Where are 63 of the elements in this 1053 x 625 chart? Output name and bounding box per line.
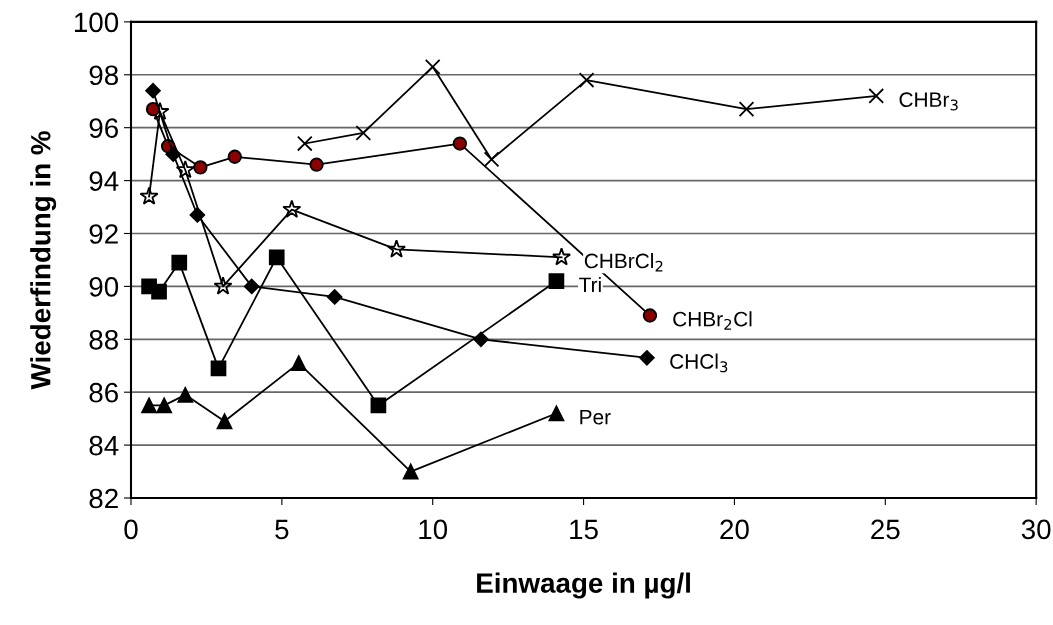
y-tick-label: 82 bbox=[89, 488, 118, 509]
point bbox=[216, 413, 233, 430]
point bbox=[552, 247, 572, 266]
y-tick-label: 94 bbox=[89, 171, 119, 191]
point bbox=[145, 82, 161, 99]
point bbox=[326, 289, 343, 305]
point bbox=[139, 186, 159, 205]
series-label: CHBr$_{3}$ bbox=[899, 92, 958, 111]
point bbox=[243, 278, 260, 295]
point bbox=[452, 136, 468, 151]
series-label: CHCl$_{3}$ bbox=[670, 353, 728, 373]
point bbox=[738, 101, 755, 118]
x-axis-title: Einwaage in µg/l bbox=[477, 572, 690, 599]
point bbox=[642, 308, 658, 323]
series-label: CHBr$_{2}$Cl bbox=[673, 311, 752, 330]
y-tick-label: 84 bbox=[89, 435, 119, 456]
point bbox=[370, 397, 387, 414]
point bbox=[151, 283, 167, 300]
x-tick-label: 25 bbox=[871, 519, 900, 540]
point bbox=[268, 249, 285, 266]
point bbox=[145, 102, 161, 117]
point bbox=[189, 207, 206, 223]
point bbox=[548, 273, 565, 289]
point bbox=[175, 160, 195, 179]
series-label: CHBrCl$_{2}$ bbox=[584, 253, 663, 272]
x-tick-label: 20 bbox=[720, 519, 749, 540]
point bbox=[483, 151, 500, 168]
point bbox=[177, 386, 194, 403]
y-axis-title: Wiederfindung in % bbox=[30, 131, 57, 390]
point bbox=[387, 239, 406, 258]
x-tick-label: 30 bbox=[1021, 519, 1051, 540]
x-tick-label: 0 bbox=[124, 519, 138, 540]
series-label: Tri bbox=[579, 276, 601, 293]
point bbox=[193, 160, 208, 175]
point bbox=[868, 88, 885, 104]
point bbox=[213, 276, 233, 295]
point bbox=[290, 355, 307, 371]
y-tick-label: 100 bbox=[74, 12, 119, 33]
point bbox=[424, 58, 441, 75]
x-tick-label: 10 bbox=[419, 519, 448, 540]
point bbox=[165, 146, 182, 162]
point bbox=[141, 397, 157, 414]
point bbox=[282, 199, 302, 218]
point bbox=[402, 463, 419, 480]
point bbox=[309, 157, 324, 172]
point bbox=[296, 135, 313, 152]
y-tick-label: 88 bbox=[89, 329, 118, 350]
y-tick-label: 86 bbox=[89, 382, 118, 403]
point bbox=[355, 125, 372, 141]
y-tick-label: 98 bbox=[89, 65, 118, 86]
y-tick-label: 92 bbox=[89, 224, 118, 244]
y-tick-label: 96 bbox=[89, 118, 118, 139]
point bbox=[156, 397, 173, 414]
point bbox=[639, 350, 655, 366]
point bbox=[227, 149, 242, 164]
series-label: Per bbox=[580, 409, 611, 425]
point bbox=[548, 405, 565, 422]
point bbox=[210, 360, 227, 377]
point bbox=[171, 254, 188, 271]
y-tick-label: 90 bbox=[89, 277, 119, 297]
x-tick-label: 15 bbox=[570, 519, 598, 540]
point bbox=[578, 72, 595, 88]
x-tick-label: 5 bbox=[275, 519, 289, 540]
